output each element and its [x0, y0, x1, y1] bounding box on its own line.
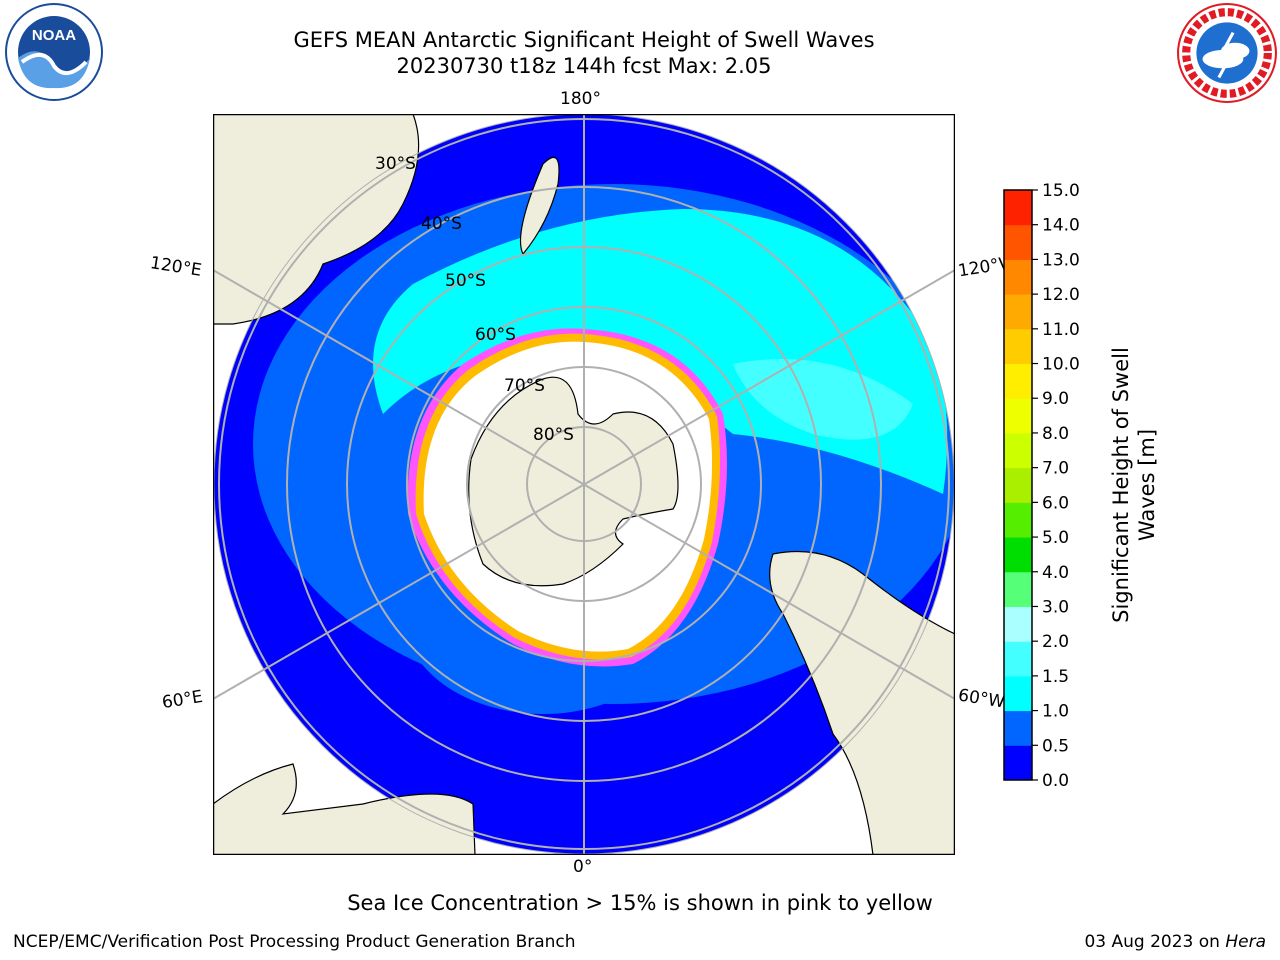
colorbar-segment — [1004, 294, 1032, 330]
colorbar-tick-label: 7.0 — [1042, 459, 1069, 479]
colorbar-segment — [1004, 328, 1032, 365]
colorbar-segment — [1004, 641, 1032, 677]
colorbar-tick-label: 3.0 — [1042, 597, 1069, 617]
colorbar-tick-label: 1.5 — [1042, 667, 1069, 687]
footer-date-text: 03 Aug 2023 on — [1084, 932, 1226, 952]
colorbar-segment — [1004, 224, 1032, 260]
colorbar-segment — [1004, 537, 1032, 573]
colorbar-tick-label: 4.0 — [1042, 563, 1069, 583]
land-antarctica — [468, 376, 679, 587]
colorbar-segment — [1004, 398, 1032, 434]
noaa-logo-icon: NOAA — [5, 3, 103, 101]
lon-label-60e: 60°E — [160, 686, 205, 714]
lat-label-40s: 40°S — [421, 214, 462, 234]
colorbar-frame — [1003, 189, 1033, 781]
footer-branch: NCEP/EMC/Verification Post Processing Pr… — [13, 932, 576, 952]
polar-map: 30°S 40°S 50°S 60°S 70°S 80°S — [213, 114, 955, 855]
chart-subtitle: 20230730 t18z 144h fcst Max: 2.05 — [396, 54, 772, 78]
colorbar-segment — [1004, 190, 1032, 226]
colorbar-segment — [1004, 502, 1032, 538]
land-australia — [213, 114, 420, 325]
lat-label-70s: 70°S — [504, 376, 545, 396]
colorbar-label: Significant Height of Swell Waves [m] — [1109, 347, 1159, 623]
colorbar-tick-label: 5.0 — [1042, 528, 1069, 548]
colorbar-tick-label: 8.0 — [1042, 424, 1069, 444]
colorbar-tick-label: 10.0 — [1042, 355, 1080, 375]
footer-date: 03 Aug 2023 on Hera — [1084, 932, 1266, 952]
lat-label-50s: 50°S — [445, 271, 486, 291]
colorbar-segment — [1004, 675, 1032, 712]
colorbar-segment — [1004, 571, 1032, 607]
colorbar-segment — [1004, 710, 1032, 746]
colorbar-segment — [1004, 259, 1032, 295]
colorbar-segment — [1004, 745, 1032, 781]
lon-label-0: 0° — [573, 857, 593, 877]
colorbar-segment — [1004, 467, 1032, 503]
lat-label-60s: 60°S — [475, 325, 516, 345]
land-africa — [213, 763, 476, 855]
lon-label-180: 180° — [560, 89, 601, 109]
svg-text:NOAA: NOAA — [32, 27, 76, 44]
colorbar-label-wrap: Significant Height of Swell Waves [m] — [1104, 320, 1164, 650]
colorbar: 0.0 0.5 1.0 1.5 2.0 3.0 4.0 5.0 6.0 7.0 8.0 9.0 10.0… — [1003, 181, 1080, 790]
sea-ice-caption: Sea Ice Concentration > 15% is shown in … — [347, 891, 933, 915]
footer-host: Hera — [1225, 932, 1266, 952]
colorbar-tick-label: 15.0 — [1042, 181, 1080, 201]
chart-title: GEFS MEAN Antarctic Significant Height o… — [293, 28, 875, 52]
colorbar-tick-label: 1.0 — [1042, 702, 1069, 722]
lat-label-30s: 30°S — [375, 154, 416, 174]
colorbar-tick-label: 2.0 — [1042, 632, 1069, 652]
colorbar-tick-label: 6.0 — [1042, 493, 1069, 513]
nws-logo-icon — [1177, 3, 1277, 103]
lat-label-80s: 80°S — [533, 425, 574, 445]
colorbar-tick-label: 14.0 — [1042, 216, 1080, 236]
colorbar-tick-label: 11.0 — [1042, 320, 1080, 340]
colorbar-segment — [1004, 363, 1032, 399]
colorbar-tick-label: 13.0 — [1042, 250, 1080, 270]
swell-band-mid — [733, 359, 913, 440]
colorbar-segment — [1004, 606, 1032, 642]
lon-label-120e: 120°E — [148, 253, 203, 281]
colorbar-segment — [1004, 432, 1032, 469]
colorbar-tick-label: 0.5 — [1042, 736, 1069, 756]
colorbar-tick-label: 12.0 — [1042, 285, 1080, 305]
colorbar-tick-label: 0.0 — [1042, 771, 1069, 790]
land-new-zealand — [519, 156, 560, 256]
colorbar-tick-label: 9.0 — [1042, 389, 1069, 409]
